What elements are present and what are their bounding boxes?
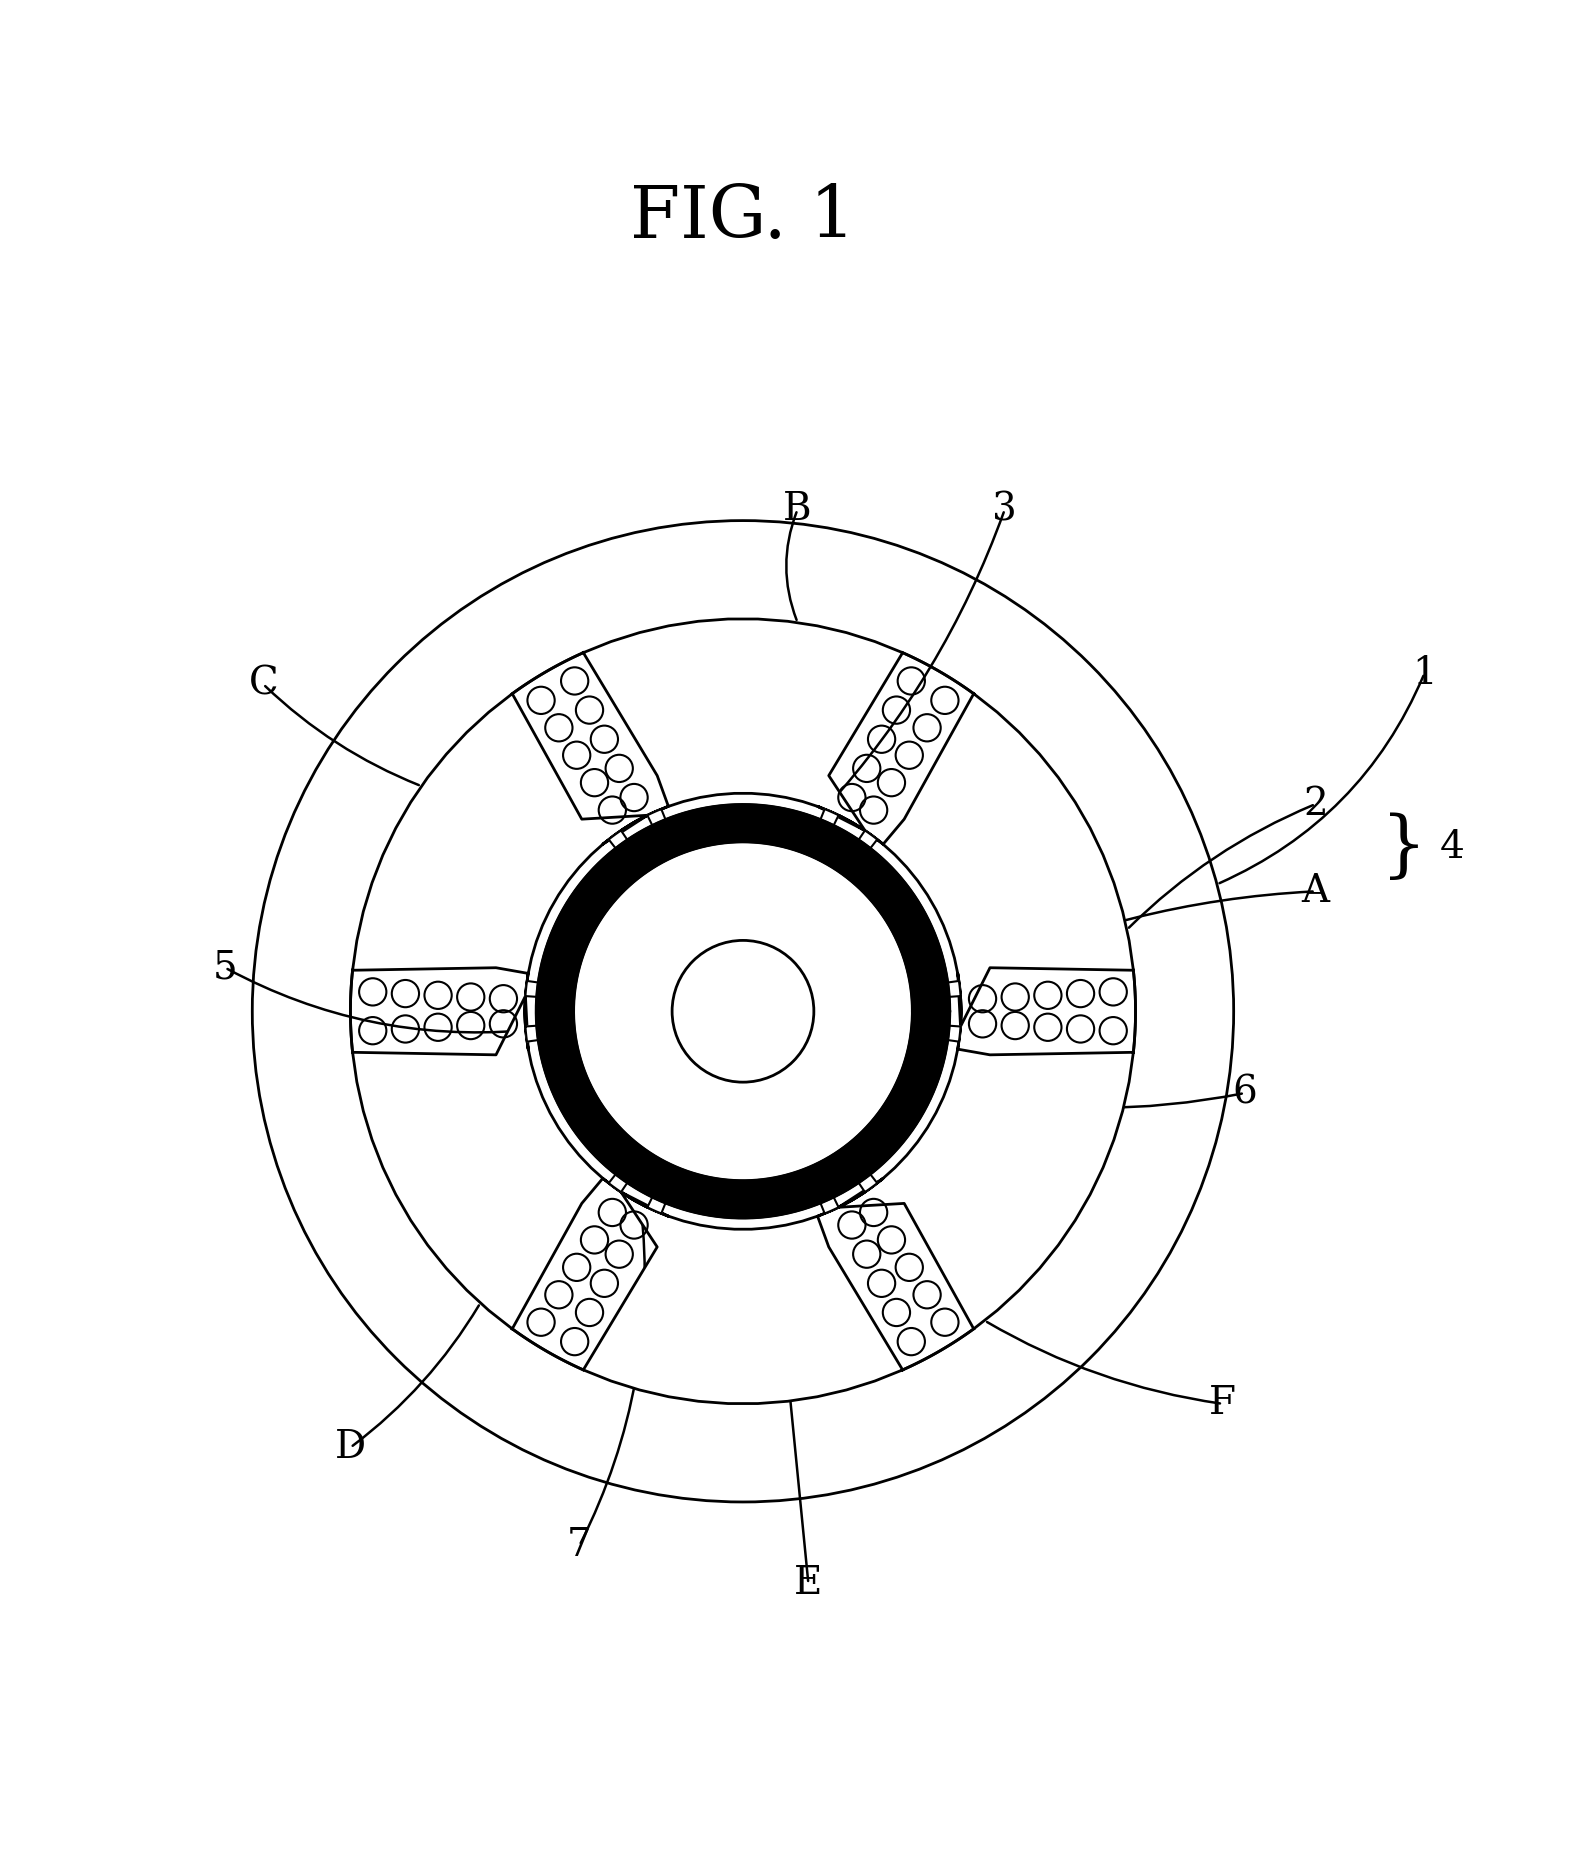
Polygon shape bbox=[820, 1195, 839, 1214]
Text: 5: 5 bbox=[212, 950, 238, 985]
Text: 3: 3 bbox=[992, 491, 1018, 528]
Polygon shape bbox=[839, 996, 1134, 1329]
Text: A: A bbox=[1302, 874, 1330, 909]
Text: B: B bbox=[783, 491, 812, 528]
Text: 6: 6 bbox=[1233, 1075, 1257, 1112]
Polygon shape bbox=[946, 1026, 960, 1041]
Polygon shape bbox=[839, 693, 1134, 1026]
Polygon shape bbox=[820, 809, 839, 827]
Polygon shape bbox=[609, 831, 628, 850]
Polygon shape bbox=[946, 982, 960, 996]
Polygon shape bbox=[584, 1192, 903, 1404]
Text: 2: 2 bbox=[1303, 786, 1327, 822]
Polygon shape bbox=[648, 809, 667, 827]
Polygon shape bbox=[857, 831, 877, 850]
Polygon shape bbox=[584, 619, 903, 831]
Polygon shape bbox=[525, 982, 541, 996]
Text: 4: 4 bbox=[1439, 829, 1464, 866]
Text: FIG. 1: FIG. 1 bbox=[630, 182, 857, 253]
Text: }: } bbox=[1381, 812, 1428, 883]
Text: 7: 7 bbox=[568, 1526, 592, 1563]
Text: 1: 1 bbox=[1412, 654, 1437, 692]
Text: E: E bbox=[794, 1565, 823, 1602]
Polygon shape bbox=[352, 996, 648, 1329]
Polygon shape bbox=[525, 1026, 541, 1041]
Polygon shape bbox=[648, 1195, 667, 1214]
Text: F: F bbox=[1209, 1385, 1236, 1422]
Polygon shape bbox=[609, 1173, 628, 1192]
Text: C: C bbox=[249, 666, 278, 703]
Polygon shape bbox=[536, 805, 951, 1218]
Polygon shape bbox=[857, 1173, 877, 1192]
Polygon shape bbox=[352, 693, 648, 1026]
Text: D: D bbox=[335, 1430, 365, 1467]
